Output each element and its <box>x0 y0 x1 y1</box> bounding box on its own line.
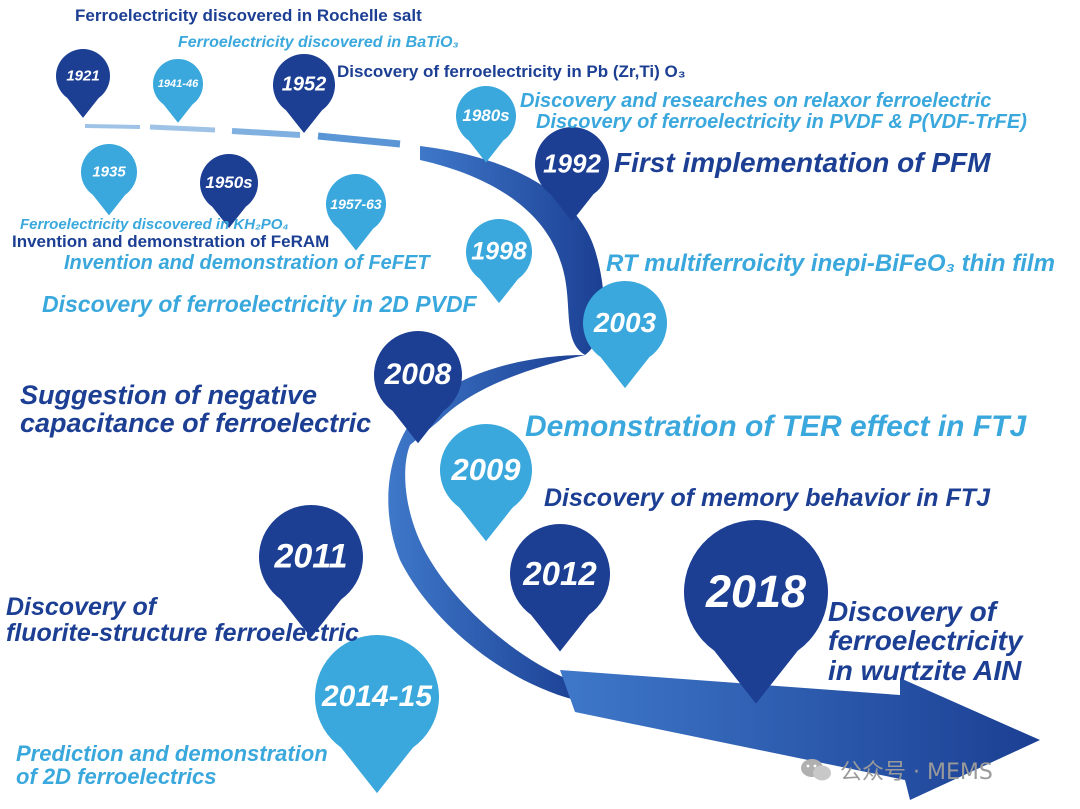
pin-2018 <box>684 520 828 704</box>
pin-marker <box>374 331 463 444</box>
pin-2012 <box>510 524 610 652</box>
milestone-label: RT multiferroicity inepi-BiFeO₃ thin fil… <box>606 250 1055 277</box>
milestone-label: First implementation of PFM <box>614 147 991 178</box>
pin-marker <box>56 49 111 118</box>
year-pins <box>56 49 828 794</box>
milestone-label: Prediction and demonstration of 2D ferroe… <box>16 741 328 790</box>
pin-year-label: 1992 <box>543 148 601 179</box>
pin-1957-63 <box>326 174 386 251</box>
pin-marker <box>684 520 828 704</box>
milestone-label: Discovery of ferroelectricity in wurtzite … <box>828 596 1023 686</box>
pin-year-label: 1980s <box>462 106 510 125</box>
pin-year-label: 1935 <box>92 163 126 181</box>
pin-year-label: 2009 <box>451 452 521 487</box>
pin-2014-15 <box>314 634 439 794</box>
milestone-label: Suggestion of negative capacitance of fer… <box>20 380 372 439</box>
pin-marker <box>153 58 204 123</box>
watermark-text: 公众号 · MEMS <box>840 760 993 785</box>
pin-marker <box>466 219 532 304</box>
pin-marker <box>314 634 439 794</box>
pin-year-label: 2014-15 <box>321 680 433 713</box>
pin-year-label: 2012 <box>523 555 597 592</box>
milestone-label: Ferroelectricity discovered in KH₂PO₄ <box>20 216 289 233</box>
pin-year-label: 1950s <box>205 173 253 192</box>
pin-year-label: 1921 <box>66 67 100 85</box>
milestone-label: Invention and demonstration of FeRAM <box>12 232 330 251</box>
pin-marker <box>199 154 258 228</box>
pin-year-label: 2018 <box>705 566 807 617</box>
pin-marker <box>510 524 610 652</box>
pin-year-label: 1957-63 <box>330 196 382 212</box>
milestone-label: Invention and demonstration of FeFET <box>64 252 430 274</box>
milestone-label: Demonstration of TER effect in FTJ <box>525 410 1027 443</box>
pin-marker <box>440 424 532 542</box>
pin-year-label: 1998 <box>471 237 527 266</box>
milestone-label-secondary: Discovery of ferroelectricity in PVDF & … <box>536 111 1027 133</box>
pin-1935 <box>81 144 137 216</box>
pin-1950s <box>199 154 258 228</box>
pin-marker <box>583 281 667 389</box>
pin-1921 <box>56 49 111 118</box>
milestone-label: Discovery and researches on relaxor ferr… <box>520 90 992 112</box>
pin-1980s <box>456 86 516 163</box>
wechat-icon <box>801 759 831 781</box>
pin-year-label: 1941-46 <box>157 78 199 90</box>
pin-1998 <box>466 219 532 304</box>
milestone-label: Discovery of ferroelectricity in Pb (Zr,… <box>337 62 686 81</box>
pin-marker <box>81 144 137 216</box>
pin-2008 <box>374 331 463 444</box>
pin-marker <box>535 127 609 222</box>
pin-2011 <box>259 505 363 638</box>
milestone-label: Discovery of fluorite-structure ferroelec… <box>6 593 359 648</box>
pin-2009 <box>440 424 532 542</box>
pin-1941-46 <box>153 58 204 123</box>
pin-marker <box>259 505 363 638</box>
pin-marker <box>456 86 516 163</box>
pin-1992 <box>535 127 609 222</box>
pin-year-label: 2011 <box>274 537 348 576</box>
pin-year-label: 2003 <box>593 307 657 338</box>
milestone-label: Discovery of memory behavior in FTJ <box>544 484 990 512</box>
pin-1952 <box>273 53 335 134</box>
milestone-label: Discovery of ferroelectricity in 2D PVDF <box>42 291 477 317</box>
pin-marker <box>273 53 335 134</box>
pin-year-label: 2008 <box>384 358 452 391</box>
milestone-label: Ferroelectricity discovered in BaTiO₃ <box>178 34 459 51</box>
pin-2003 <box>583 281 667 389</box>
pin-marker <box>326 174 386 251</box>
watermark: 公众号 · MEMS <box>800 752 1060 788</box>
pin-year-label: 1952 <box>281 73 327 96</box>
milestone-label: Ferroelectricity discovered in Rochelle … <box>75 6 422 25</box>
